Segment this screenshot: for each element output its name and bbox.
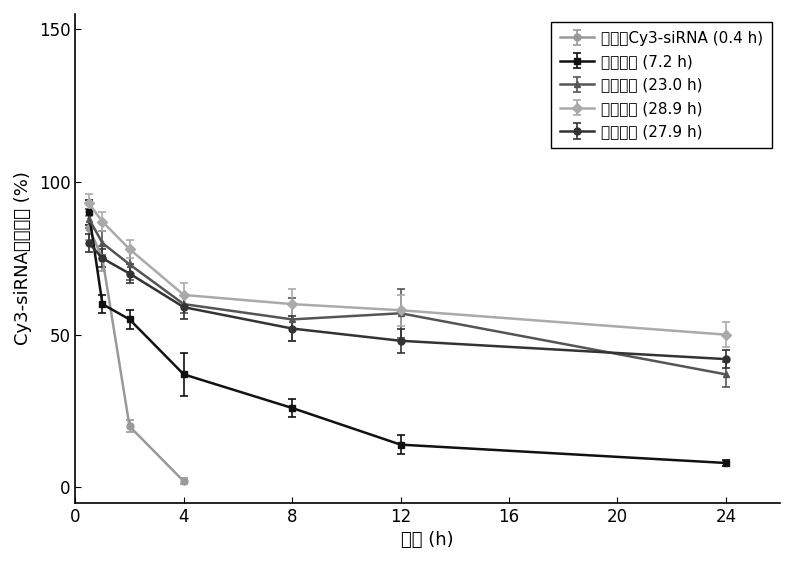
Legend: 游离的Cy3-siRNA (0.4 h), 实施例二 (7.2 h), 对比例一 (23.0 h), 对比例二 (28.9 h), 实施例三 (27.9 h): 游离的Cy3-siRNA (0.4 h), 实施例二 (7.2 h), 对比例一… xyxy=(551,21,773,149)
X-axis label: 时间 (h): 时间 (h) xyxy=(402,531,454,549)
Y-axis label: Cy3-siRNA相对含量 (%): Cy3-siRNA相对含量 (%) xyxy=(13,171,32,345)
